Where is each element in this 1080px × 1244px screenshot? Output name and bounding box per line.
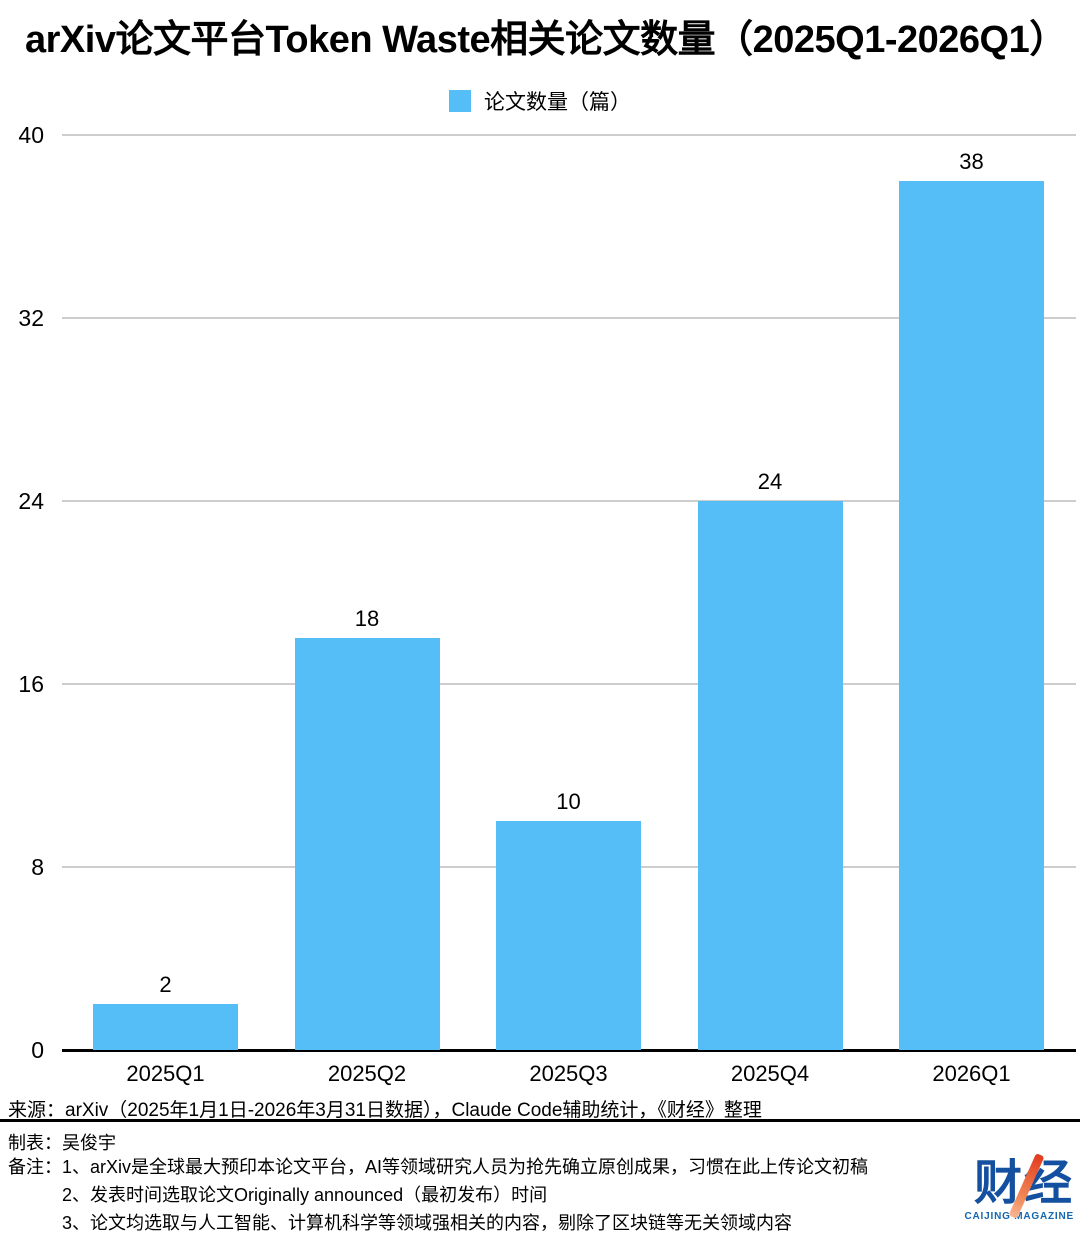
y-axis-tick-label: 32	[18, 305, 44, 331]
logo-name: 财经	[973, 1157, 1074, 1210]
note-line: 1、arXiv是全球最大预印本论文平台，AI等领域研究人员为抢先确立原创成果，习…	[62, 1157, 869, 1177]
bar	[294, 638, 440, 1050]
footer-divider	[0, 1119, 1080, 1122]
y-gridline	[62, 317, 1076, 319]
bar	[697, 501, 843, 1050]
author-text: 制表：吴俊宇	[8, 1133, 116, 1153]
notes-lines: 1、arXiv是全球最大预印本论文平台，AI等领域研究人员为抢先确立原创成果，习…	[62, 1153, 868, 1237]
notes: 备注： 1、arXiv是全球最大预印本论文平台，AI等领域研究人员为抢先确立原创…	[8, 1153, 868, 1237]
y-gridline	[62, 683, 1076, 685]
legend-swatch-icon	[449, 90, 471, 112]
chart-title: arXiv论文平台Token Waste相关论文数量（2025Q1-2026Q1…	[25, 19, 1067, 61]
logo-subtitle: CAIJING MAGAZINE	[964, 1211, 1074, 1222]
bar	[496, 821, 641, 1050]
bar-value-label: 24	[757, 469, 783, 494]
bar	[93, 1004, 238, 1050]
x-axis-tick-label: 2025Q2	[327, 1061, 407, 1086]
bar-value-label: 38	[959, 148, 984, 174]
y-axis-tick-label: 40	[18, 122, 44, 148]
legend: 论文数量（篇）	[0, 86, 1080, 116]
y-gridline	[62, 134, 1076, 136]
y-axis-tick-label: 24	[18, 488, 44, 514]
y-axis-tick-label: 8	[31, 854, 44, 880]
x-axis-tick-label: 2025Q3	[529, 1061, 608, 1086]
legend-label: 论文数量（篇）	[484, 91, 631, 114]
y-gridline	[62, 500, 1076, 502]
y-axis-tick-label: 16	[18, 671, 44, 697]
bar	[899, 180, 1044, 1050]
bar-value-label: 10	[556, 789, 581, 815]
x-axis-tick-label: 2025Q4	[730, 1061, 810, 1086]
caijing-magazine-logo: 财经 CAIJING MAGAZINE	[952, 1153, 1074, 1238]
bar-value-label: 2	[159, 972, 172, 998]
y-axis-tick-label: 0	[31, 1037, 44, 1063]
x-axis-tick-label: 2026Q1	[932, 1061, 1011, 1086]
x-axis-line	[62, 1049, 1076, 1052]
bar-value-label: 18	[354, 606, 380, 632]
source-text: 来源：arXiv（2025年1月1日-2026年3月31日数据），Claude …	[8, 1100, 762, 1121]
note-line: 2、发表时间选取论文Originally announced（最初发布）时间	[62, 1185, 548, 1205]
note-line: 3、论文均选取与人工智能、计算机科学等领域强相关的内容，剔除了区块链等无关领域内…	[62, 1213, 793, 1233]
notes-label: 备注：	[8, 1157, 62, 1177]
logo-wordmark: 财经	[973, 1153, 1074, 1219]
x-axis-tick-label: 2025Q1	[126, 1061, 205, 1086]
